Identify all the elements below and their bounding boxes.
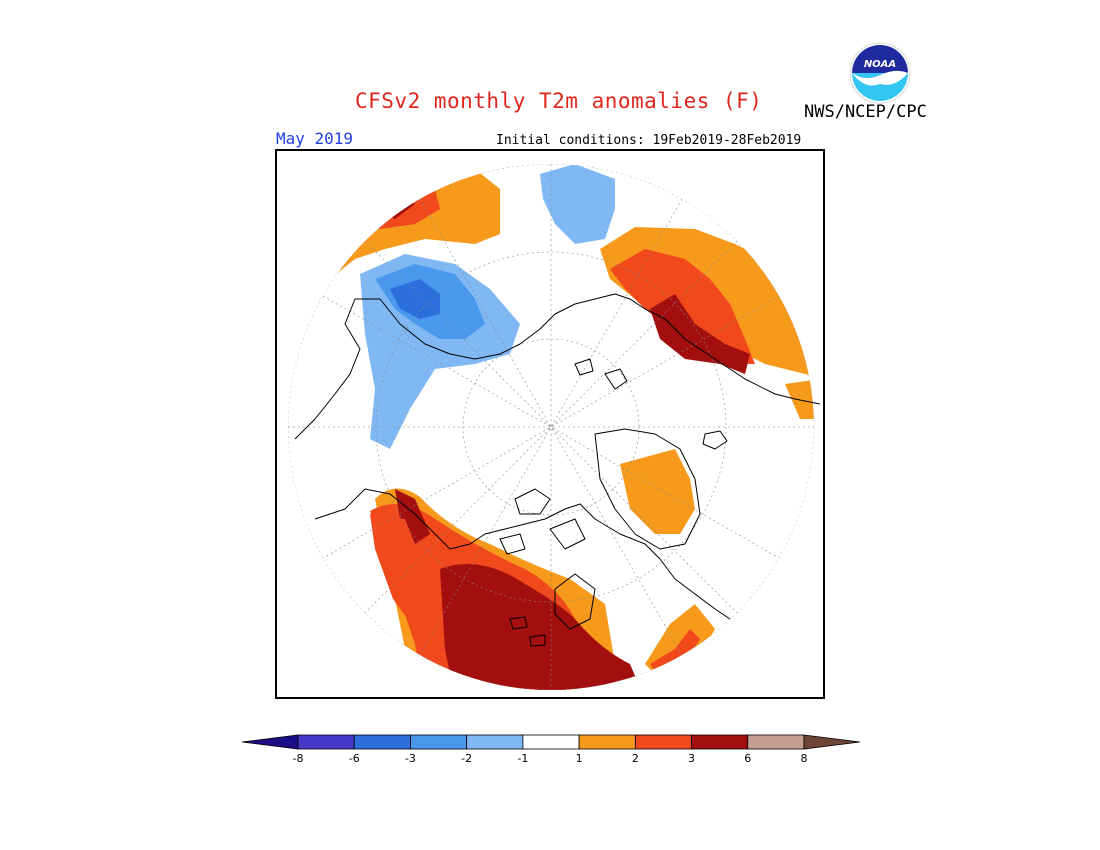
colorbar-tick-label: 6: [744, 752, 752, 765]
colorbar-tick-label: 1: [575, 752, 583, 765]
north-america-darkred-region: [440, 564, 645, 690]
colorbar: [241, 734, 861, 750]
colorbar-bin-0: [241, 734, 299, 750]
colorbar-tick-label: -2: [461, 752, 473, 765]
colorbar-bin-8: [691, 734, 749, 750]
colorbar-bin-6: [578, 734, 636, 750]
map-title: CFSv2 monthly T2m anomalies (F): [355, 89, 763, 113]
valid-month: May 2019: [276, 129, 354, 148]
polar-anomaly-map: [275, 149, 825, 699]
coast-svalbard: [604, 368, 628, 390]
coast-europe-asia: [294, 293, 821, 440]
east-siberia-lightblue-region: [540, 164, 615, 244]
colorbar-tick-label: -1: [517, 752, 529, 765]
svg-text:NOAA: NOAA: [864, 59, 896, 70]
colorbar-bin-5: [522, 734, 580, 750]
colorbar-bin-10: [803, 734, 861, 750]
colorbar-bin-3: [410, 734, 468, 750]
colorbar-tick-label: -3: [404, 752, 416, 765]
coast-iceland: [702, 430, 728, 450]
initial-conditions: Initial conditions: 19Feb2019-28Feb2019: [496, 133, 802, 148]
coast-greenland: [594, 428, 701, 550]
colorbar-tick-label: 3: [688, 752, 696, 765]
coastlines: [294, 293, 821, 647]
scandinavia-darkred-region: [650, 294, 750, 374]
noaa-logo: NOAA: [849, 42, 911, 104]
western-north-america-red: [370, 514, 435, 669]
north-africa-orange-specks: [785, 379, 814, 419]
map-frame: [275, 149, 825, 699]
colorbar-bins: [241, 734, 861, 750]
greenland-orange-region: [620, 449, 695, 534]
coast-great-lakes: [509, 616, 546, 647]
colorbar-bin-1: [297, 734, 355, 750]
agency-label: NWS/NCEP/CPC: [804, 102, 927, 122]
north-america-darkred-north: [395, 489, 430, 544]
colorbar-tick-label: 2: [631, 752, 639, 765]
coast-hudson-bay: [554, 573, 596, 630]
colorbar-bin-9: [747, 734, 805, 750]
graticule: [288, 164, 814, 690]
colorbar-tick-label: -6: [348, 752, 360, 765]
colorbar-tick-label: -8: [292, 752, 304, 765]
colorbar-tick-label: 8: [800, 752, 808, 765]
colorbar-bin-2: [353, 734, 411, 750]
colorbar-bin-4: [466, 734, 524, 750]
siberia-darkblue-region: [390, 279, 440, 319]
east-asia-orange-region: [315, 169, 500, 299]
coast-north-america: [314, 488, 731, 620]
colorbar-bin-7: [634, 734, 692, 750]
coast-arctic-islands: [499, 358, 594, 555]
